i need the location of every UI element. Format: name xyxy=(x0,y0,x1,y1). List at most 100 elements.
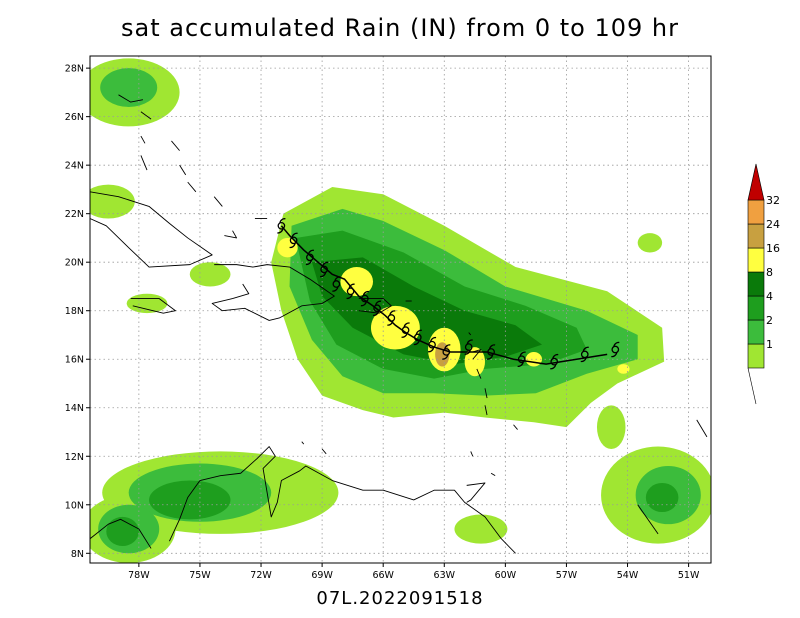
coastlines xyxy=(90,94,708,554)
legend-swatch xyxy=(747,223,765,249)
coastline xyxy=(484,388,488,399)
graticule xyxy=(90,56,711,563)
x-tick-label: 69W xyxy=(311,570,333,581)
coastline xyxy=(476,368,482,379)
coastline xyxy=(466,482,486,503)
coastline xyxy=(224,230,238,239)
plot-frame xyxy=(89,55,712,564)
hurricane-symbol-icon xyxy=(401,322,410,338)
rain-area-15 xyxy=(100,68,158,107)
legend-label: 2 xyxy=(766,314,773,327)
hurricane-symbol-icon xyxy=(289,232,298,249)
coastline xyxy=(179,164,187,176)
coastline xyxy=(140,111,152,120)
y-tick-label: 12N xyxy=(65,452,84,463)
legend-label: 32 xyxy=(766,194,780,207)
y-tick-label: 28N xyxy=(65,64,84,75)
y-tick-label: 20N xyxy=(65,258,84,269)
coastline xyxy=(513,424,518,430)
hurricane-symbol-icon xyxy=(413,329,422,346)
hurricane-symbol-icon xyxy=(611,341,620,358)
x-tick-label: 57W xyxy=(556,570,578,581)
hurricane-symbol-icon xyxy=(464,339,473,355)
hurricane-symbol-icon xyxy=(332,276,341,292)
hurricane-symbol-icon xyxy=(277,218,286,234)
x-tick-label: 54W xyxy=(617,570,639,581)
legend-max-triangle xyxy=(747,163,765,201)
rain-area-18 xyxy=(106,516,139,547)
legend-swatch xyxy=(747,271,765,297)
rain-area-19 xyxy=(645,482,679,513)
rain-area-10 xyxy=(596,405,626,449)
hurricane-symbol-icon xyxy=(442,344,451,360)
x-tick-label: 78W xyxy=(128,570,150,581)
hurricane-symbol-icon xyxy=(550,353,559,370)
legend-swatch xyxy=(747,199,765,225)
coastline xyxy=(484,405,488,416)
legend-label: 8 xyxy=(766,266,773,279)
storm-id-label: 07L.2022091518 xyxy=(316,588,484,609)
coastline xyxy=(90,191,213,268)
x-tick-label: 75W xyxy=(189,570,211,581)
rainfall-shading xyxy=(90,58,711,563)
legend-swatch xyxy=(747,295,765,321)
hurricane-symbol-icon xyxy=(372,300,382,317)
coastline xyxy=(321,448,327,455)
y-tick-label: 16N xyxy=(65,355,84,366)
x-tick-label: 66W xyxy=(372,570,394,581)
x-tick-label: 60W xyxy=(495,570,517,581)
map-title: sat accumulated Rain (IN) from 0 to 109 … xyxy=(121,14,679,42)
legend-swatch xyxy=(747,319,765,345)
legend-label: 16 xyxy=(766,242,780,255)
track-line xyxy=(280,225,608,365)
y-tick-label: 26N xyxy=(65,112,84,123)
x-tick-label: 51W xyxy=(678,570,700,581)
coastline xyxy=(118,94,144,103)
legend-swatch xyxy=(747,247,765,273)
x-tick-label: 72W xyxy=(250,570,272,581)
rain-area-6 xyxy=(126,293,168,314)
coastline xyxy=(213,196,223,207)
coastline xyxy=(140,155,148,171)
longitude-axis: 78W 75W 72W 69W 66W 63W 60W 57W 54W 51W xyxy=(128,563,700,581)
hurricane-symbol-icon xyxy=(486,344,496,360)
coastline xyxy=(187,181,197,193)
y-tick-label: 24N xyxy=(65,161,84,172)
rain-area-8 xyxy=(637,233,663,253)
hurricane-symbol-icon xyxy=(346,283,355,300)
legend-min-tail xyxy=(747,367,757,405)
coastline xyxy=(470,451,474,457)
rain-area-9 xyxy=(454,514,508,544)
rain-area-17 xyxy=(149,480,231,520)
y-tick-label: 22N xyxy=(65,209,84,220)
coastline xyxy=(140,135,146,144)
hurricane-symbol-icon xyxy=(580,346,589,363)
coastline xyxy=(468,332,472,336)
coastline xyxy=(168,446,516,554)
y-tick-label: 18N xyxy=(65,306,84,317)
coastline xyxy=(130,298,176,314)
hurricane-symbol-icon xyxy=(305,249,315,266)
coastline xyxy=(637,504,659,535)
hurricane-symbol-icon xyxy=(387,310,396,326)
coastline xyxy=(696,419,708,438)
hurricane-symbol-icon xyxy=(517,351,526,367)
hurricane-symbol-icon xyxy=(319,261,329,278)
hurricane-symbol-icon xyxy=(360,290,370,307)
storm-track xyxy=(277,218,620,370)
rain-area-5 xyxy=(90,184,135,219)
rain-area-27 xyxy=(617,364,630,374)
y-tick-label: 8N xyxy=(71,549,84,560)
rain-area-25 xyxy=(464,347,485,377)
y-tick-label: 14N xyxy=(65,403,84,414)
legend-label: 4 xyxy=(766,290,773,303)
rain-area-7 xyxy=(189,262,231,287)
hurricane-symbol-icon xyxy=(427,336,437,353)
coastline xyxy=(358,298,392,314)
coastline xyxy=(211,264,335,321)
x-tick-label: 63W xyxy=(434,570,456,581)
rain-area-23 xyxy=(370,305,420,350)
legend-label: 24 xyxy=(766,218,780,231)
